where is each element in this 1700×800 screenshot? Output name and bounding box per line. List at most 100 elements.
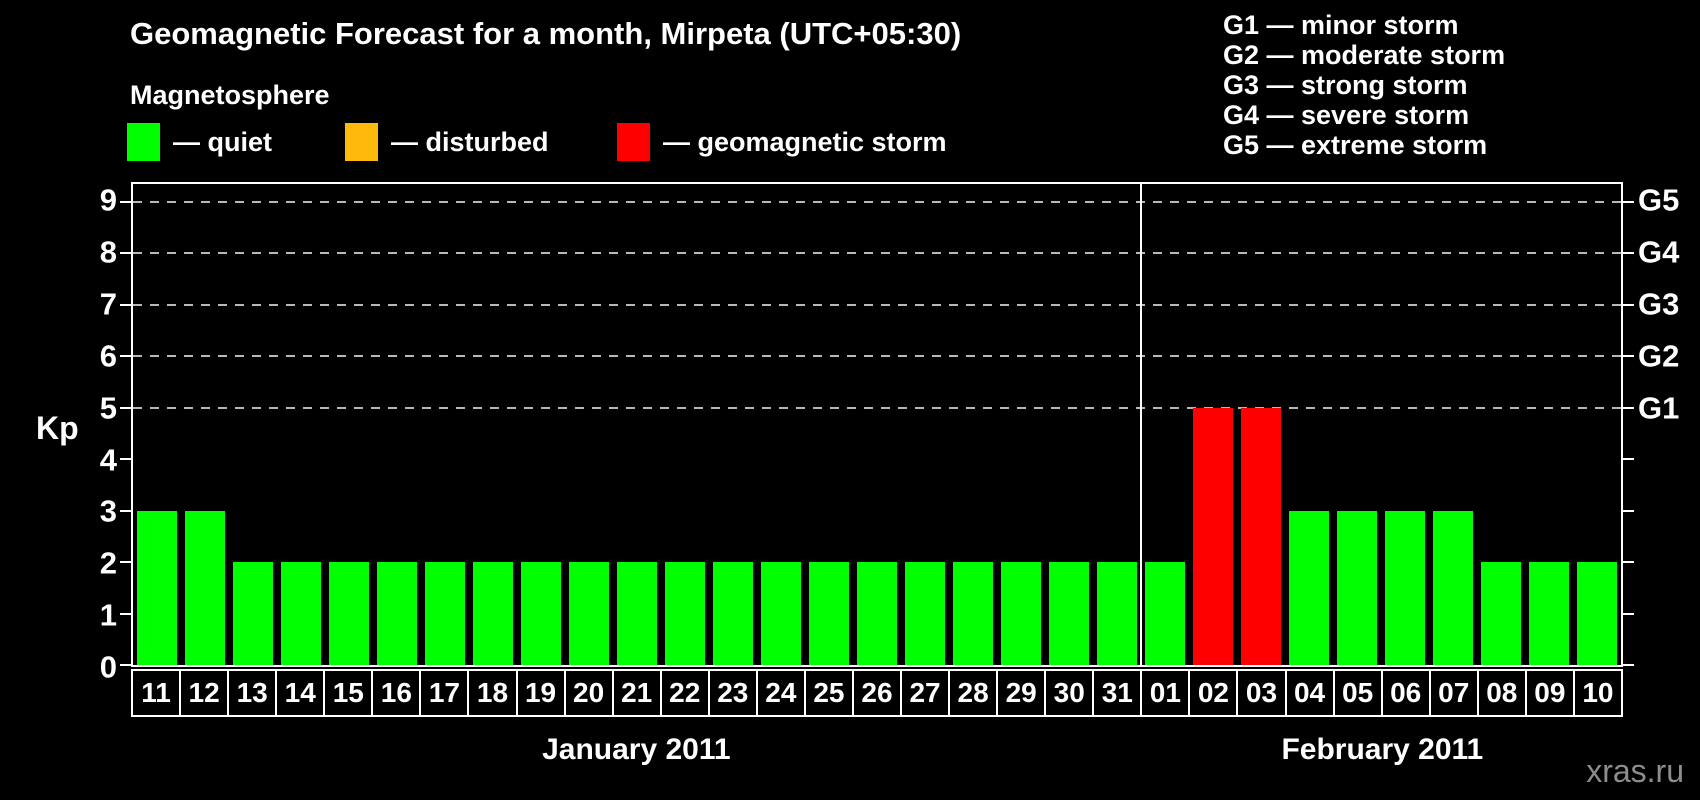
day-label-15: 15 (323, 669, 372, 717)
bar-cell-13 (229, 184, 277, 665)
day-label-08: 08 (1476, 669, 1525, 717)
bar-cell-22 (661, 184, 709, 665)
right-tick-9 (1623, 201, 1634, 204)
kp-bar-08 (1481, 562, 1521, 665)
plot-area (120, 182, 1634, 667)
storm-scale-legend-row: G1 — minor storm (1223, 10, 1459, 40)
g-tick-label-G1: G1 (1638, 390, 1680, 426)
storm-scale-legend: G1 — minor storm G2 — moderate storm G3 — … (1223, 10, 1505, 160)
day-label-18: 18 (467, 669, 516, 717)
legend-item-label: — quiet (173, 126, 272, 157)
storm-scale-legend-row: G4 — severe storm (1223, 100, 1470, 130)
kp-bar-28 (953, 562, 993, 665)
y-tick-label-5: 5 (99, 390, 117, 426)
left-tick-1 (120, 612, 131, 615)
day-label-17: 17 (419, 669, 468, 717)
day-label-19: 19 (515, 669, 564, 717)
y-tick-label-1: 1 (99, 597, 117, 633)
bar-cell-03 (1237, 184, 1285, 665)
day-label-01: 01 (1140, 669, 1189, 717)
y-axis-tick-labels: 0 1 2 3 4 5 6 7 8 9 (0, 182, 117, 683)
legend-item-label: — geomagnetic storm (663, 126, 947, 157)
kp-bar-15 (329, 562, 369, 665)
day-label-25: 25 (803, 669, 852, 717)
y-tick-label-2: 2 (99, 545, 117, 581)
bar-cell-30 (1045, 184, 1093, 665)
gridline-kp7 (133, 303, 1621, 306)
storm-scale-legend-row: G5 — extreme storm (1223, 130, 1488, 160)
kp-bar-30 (1049, 562, 1089, 665)
kp-bar-19 (521, 562, 561, 665)
day-label-23: 23 (707, 669, 756, 717)
g-tick-label-G4: G4 (1638, 234, 1680, 270)
day-label-14: 14 (275, 669, 324, 717)
bar-cell-05 (1333, 184, 1381, 665)
day-label-28: 28 (948, 669, 997, 717)
kp-bar-26 (857, 562, 897, 665)
bar-cell-26 (853, 184, 901, 665)
left-tick-3 (120, 509, 131, 512)
bar-cell-04 (1285, 184, 1333, 665)
gridline-kp8 (133, 252, 1621, 255)
right-tick-5 (1623, 406, 1634, 409)
left-tick-5 (120, 406, 131, 409)
bar-cell-27 (901, 184, 949, 665)
g-tick-label-G2: G2 (1638, 338, 1680, 374)
kp-bar-17 (425, 562, 465, 665)
kp-bar-22 (665, 562, 705, 665)
month-labels: January 2011 February 2011 (131, 733, 1623, 775)
kp-bar-01 (1145, 562, 1185, 665)
day-label-24: 24 (755, 669, 804, 717)
bar-cell-19 (517, 184, 565, 665)
kp-bar-29 (1001, 562, 1041, 665)
bar-cell-21 (613, 184, 661, 665)
bar-cell-12 (181, 184, 229, 665)
magnetosphere-legend: — quiet — disturbed — geomagnetic storm (0, 121, 1100, 163)
bar-series (133, 184, 1621, 665)
gridline-kp6 (133, 355, 1621, 358)
kp-bar-14 (281, 562, 321, 665)
right-tick-7 (1623, 303, 1634, 306)
bar-cell-18 (469, 184, 517, 665)
kp-bar-27 (905, 562, 945, 665)
bar-cell-08 (1477, 184, 1525, 665)
bar-cell-02 (1189, 184, 1237, 665)
day-label-16: 16 (371, 669, 420, 717)
bar-cell-17 (421, 184, 469, 665)
day-label-07: 07 (1428, 669, 1477, 717)
day-label-06: 06 (1380, 669, 1429, 717)
bar-cell-24 (757, 184, 805, 665)
left-tick-9 (120, 201, 131, 204)
bar-cell-23 (709, 184, 757, 665)
kp-bar-23 (713, 562, 753, 665)
kp-bar-05 (1337, 510, 1377, 665)
kp-bar-20 (569, 562, 609, 665)
magnetosphere-legend-heading: Magnetosphere (130, 80, 330, 110)
y-tick-label-0: 0 (99, 649, 117, 685)
kp-bar-09 (1529, 562, 1569, 665)
kp-bar-25 (809, 562, 849, 665)
y-tick-label-4: 4 (99, 442, 117, 478)
day-label-31: 31 (1092, 669, 1141, 717)
bar-cell-10 (1573, 184, 1621, 665)
quiet-color-swatch (127, 123, 160, 161)
right-tick-0 (1623, 664, 1634, 666)
kp-bar-31 (1097, 562, 1137, 665)
y-tick-label-7: 7 (99, 286, 117, 322)
bar-cell-07 (1429, 184, 1477, 665)
bar-cell-15 (325, 184, 373, 665)
day-label-04: 04 (1284, 669, 1333, 717)
right-tick-3 (1623, 509, 1634, 512)
y-axis-label: Kp (36, 410, 79, 446)
day-label-10: 10 (1572, 669, 1623, 717)
right-tick-8 (1623, 252, 1634, 255)
right-tick-6 (1623, 355, 1634, 358)
storm-color-swatch (617, 123, 650, 161)
kp-bar-12 (185, 510, 225, 665)
day-label-05: 05 (1332, 669, 1381, 717)
day-label-12: 12 (179, 669, 228, 717)
day-label-30: 30 (1044, 669, 1093, 717)
left-tick-8 (120, 252, 131, 255)
left-tick-6 (120, 355, 131, 358)
bar-cell-16 (373, 184, 421, 665)
